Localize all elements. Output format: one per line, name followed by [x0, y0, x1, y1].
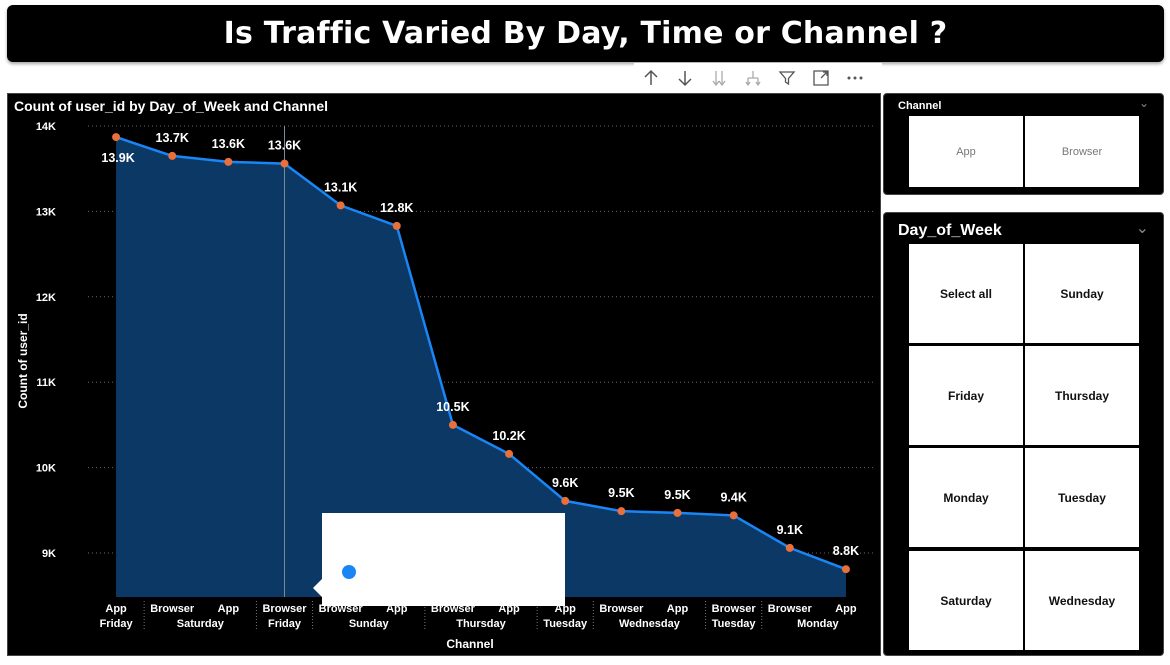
day-option-monday[interactable]: Monday: [909, 448, 1023, 547]
tooltip-series-marker: [342, 565, 356, 579]
data-point: [280, 159, 289, 168]
y-tick-label: 10K: [36, 463, 56, 475]
day-option-wednesday[interactable]: Wednesday: [1025, 551, 1139, 650]
data-point: [729, 511, 738, 520]
data-point: [841, 565, 850, 574]
filter-icon[interactable]: [770, 63, 804, 93]
day-option-tuesday[interactable]: Tuesday: [1025, 448, 1139, 547]
tooltip-arrow: [313, 579, 322, 597]
x-tick-label-channel: App: [555, 603, 577, 615]
area-fill: [116, 137, 846, 598]
data-label: 13.6K: [268, 139, 301, 153]
y-tick-label: 9K: [42, 548, 56, 560]
x-tick-label-day: Wednesday: [619, 618, 681, 630]
x-tick-label-channel: App: [386, 603, 408, 615]
x-tick-label-day: Saturday: [177, 618, 225, 630]
data-label: 13.7K: [156, 131, 189, 145]
data-point: [112, 133, 121, 142]
x-tick-label-day: Sunday: [349, 618, 390, 630]
y-tick-label: 12K: [36, 292, 56, 304]
day-option-select-all[interactable]: Select all: [909, 244, 1023, 343]
data-point: [505, 449, 514, 458]
chart-title: Count of user_id by Day_of_Week and Chan…: [14, 98, 329, 114]
data-label: 9.4K: [720, 490, 746, 504]
x-tick-label-day: Tuesday: [712, 618, 757, 630]
x-tick-label-channel: App: [667, 603, 689, 615]
day-of-week-slicer: Day_of_Week ⌄ Select all Sunday Friday T…: [883, 212, 1164, 656]
channel-option-browser[interactable]: Browser: [1025, 116, 1139, 187]
chevron-down-icon[interactable]: ⌄: [1135, 220, 1149, 237]
data-point: [168, 151, 177, 160]
x-tick-label-channel: App: [835, 603, 857, 615]
x-tick-label-channel: Browser: [599, 603, 644, 615]
x-tick-label-channel: Browser: [319, 603, 364, 615]
y-axis-title: Count of user_id: [16, 313, 30, 408]
data-point: [785, 543, 794, 552]
data-label: 8.8K: [833, 544, 859, 558]
x-tick-label-day: Monday: [797, 618, 839, 630]
line-area-chart-visual[interactable]: Count of user_id by Day_of_Week and Chan…: [7, 93, 881, 656]
data-label: 13.9K: [101, 151, 134, 165]
day-option-saturday[interactable]: Saturday: [909, 551, 1023, 650]
data-label: 10.5K: [436, 400, 469, 414]
x-axis-title: Channel: [446, 637, 493, 651]
data-label: 13.1K: [324, 180, 357, 194]
data-label: 9.5K: [664, 488, 690, 502]
page-title: Is Traffic Varied By Day, Time or Channe…: [223, 16, 948, 51]
data-label: 9.5K: [608, 486, 634, 500]
day-option-sunday[interactable]: Sunday: [1025, 244, 1139, 343]
channel-option-app[interactable]: App: [909, 116, 1023, 187]
visual-header-toolbar: [634, 63, 882, 93]
data-label: 12.8K: [380, 201, 413, 215]
data-label: 9.6K: [552, 476, 578, 490]
data-point: [673, 508, 682, 517]
y-tick-label: 11K: [36, 377, 56, 389]
focus-mode-icon[interactable]: [804, 63, 838, 93]
x-tick-label-channel: App: [218, 603, 240, 615]
chart-tooltip: [313, 513, 565, 606]
data-point: [561, 496, 570, 505]
data-point: [448, 420, 457, 429]
day-of-week-slicer-header: Day_of_Week: [898, 222, 1002, 239]
y-tick-label: 14K: [36, 121, 56, 133]
x-tick-label-channel: App: [105, 603, 127, 615]
x-tick-label-day: Tuesday: [543, 618, 588, 630]
expand-hierarchy-icon[interactable]: [736, 63, 770, 93]
channel-slicer-header: Channel: [898, 100, 942, 112]
page-title-bar: Is Traffic Varied By Day, Time or Channe…: [7, 5, 1164, 62]
channel-slicer: Channel ⌄ App Browser: [883, 93, 1164, 195]
x-tick-label-day: Friday: [268, 618, 302, 630]
x-tick-label-channel: Browser: [768, 603, 813, 615]
data-label: 13.6K: [212, 137, 245, 151]
x-tick-label-day: Thursday: [456, 618, 506, 630]
data-label: 9.1K: [777, 523, 803, 537]
data-point: [392, 221, 401, 230]
chart-canvas[interactable]: 9K 10K 11K 12K 13K 14K 13.9K 13.7K 13.6K 13.6K 13.…: [8, 94, 882, 657]
y-tick-label: 13K: [36, 206, 56, 218]
series-line: [115, 135, 847, 571]
drill-down-icon[interactable]: [668, 63, 702, 93]
data-label: 10.2K: [492, 429, 525, 443]
day-option-friday[interactable]: Friday: [909, 346, 1023, 445]
x-tick-label-channel: Browser: [150, 603, 195, 615]
data-point: [617, 507, 626, 516]
chevron-down-icon[interactable]: ⌄: [1138, 96, 1149, 110]
day-option-thursday[interactable]: Thursday: [1025, 346, 1139, 445]
x-tick-label-channel: Browser: [431, 603, 476, 615]
x-tick-label-channel: App: [498, 603, 520, 615]
go-to-next-level-icon[interactable]: [702, 63, 736, 93]
drill-up-icon[interactable]: [634, 63, 668, 93]
data-point: [224, 157, 233, 166]
x-tick-label-day: Friday: [100, 618, 134, 630]
x-tick-label-channel: Browser: [262, 603, 307, 615]
x-tick-label-channel: Browser: [712, 603, 757, 615]
data-point: [336, 201, 345, 210]
more-options-icon[interactable]: [838, 63, 872, 93]
